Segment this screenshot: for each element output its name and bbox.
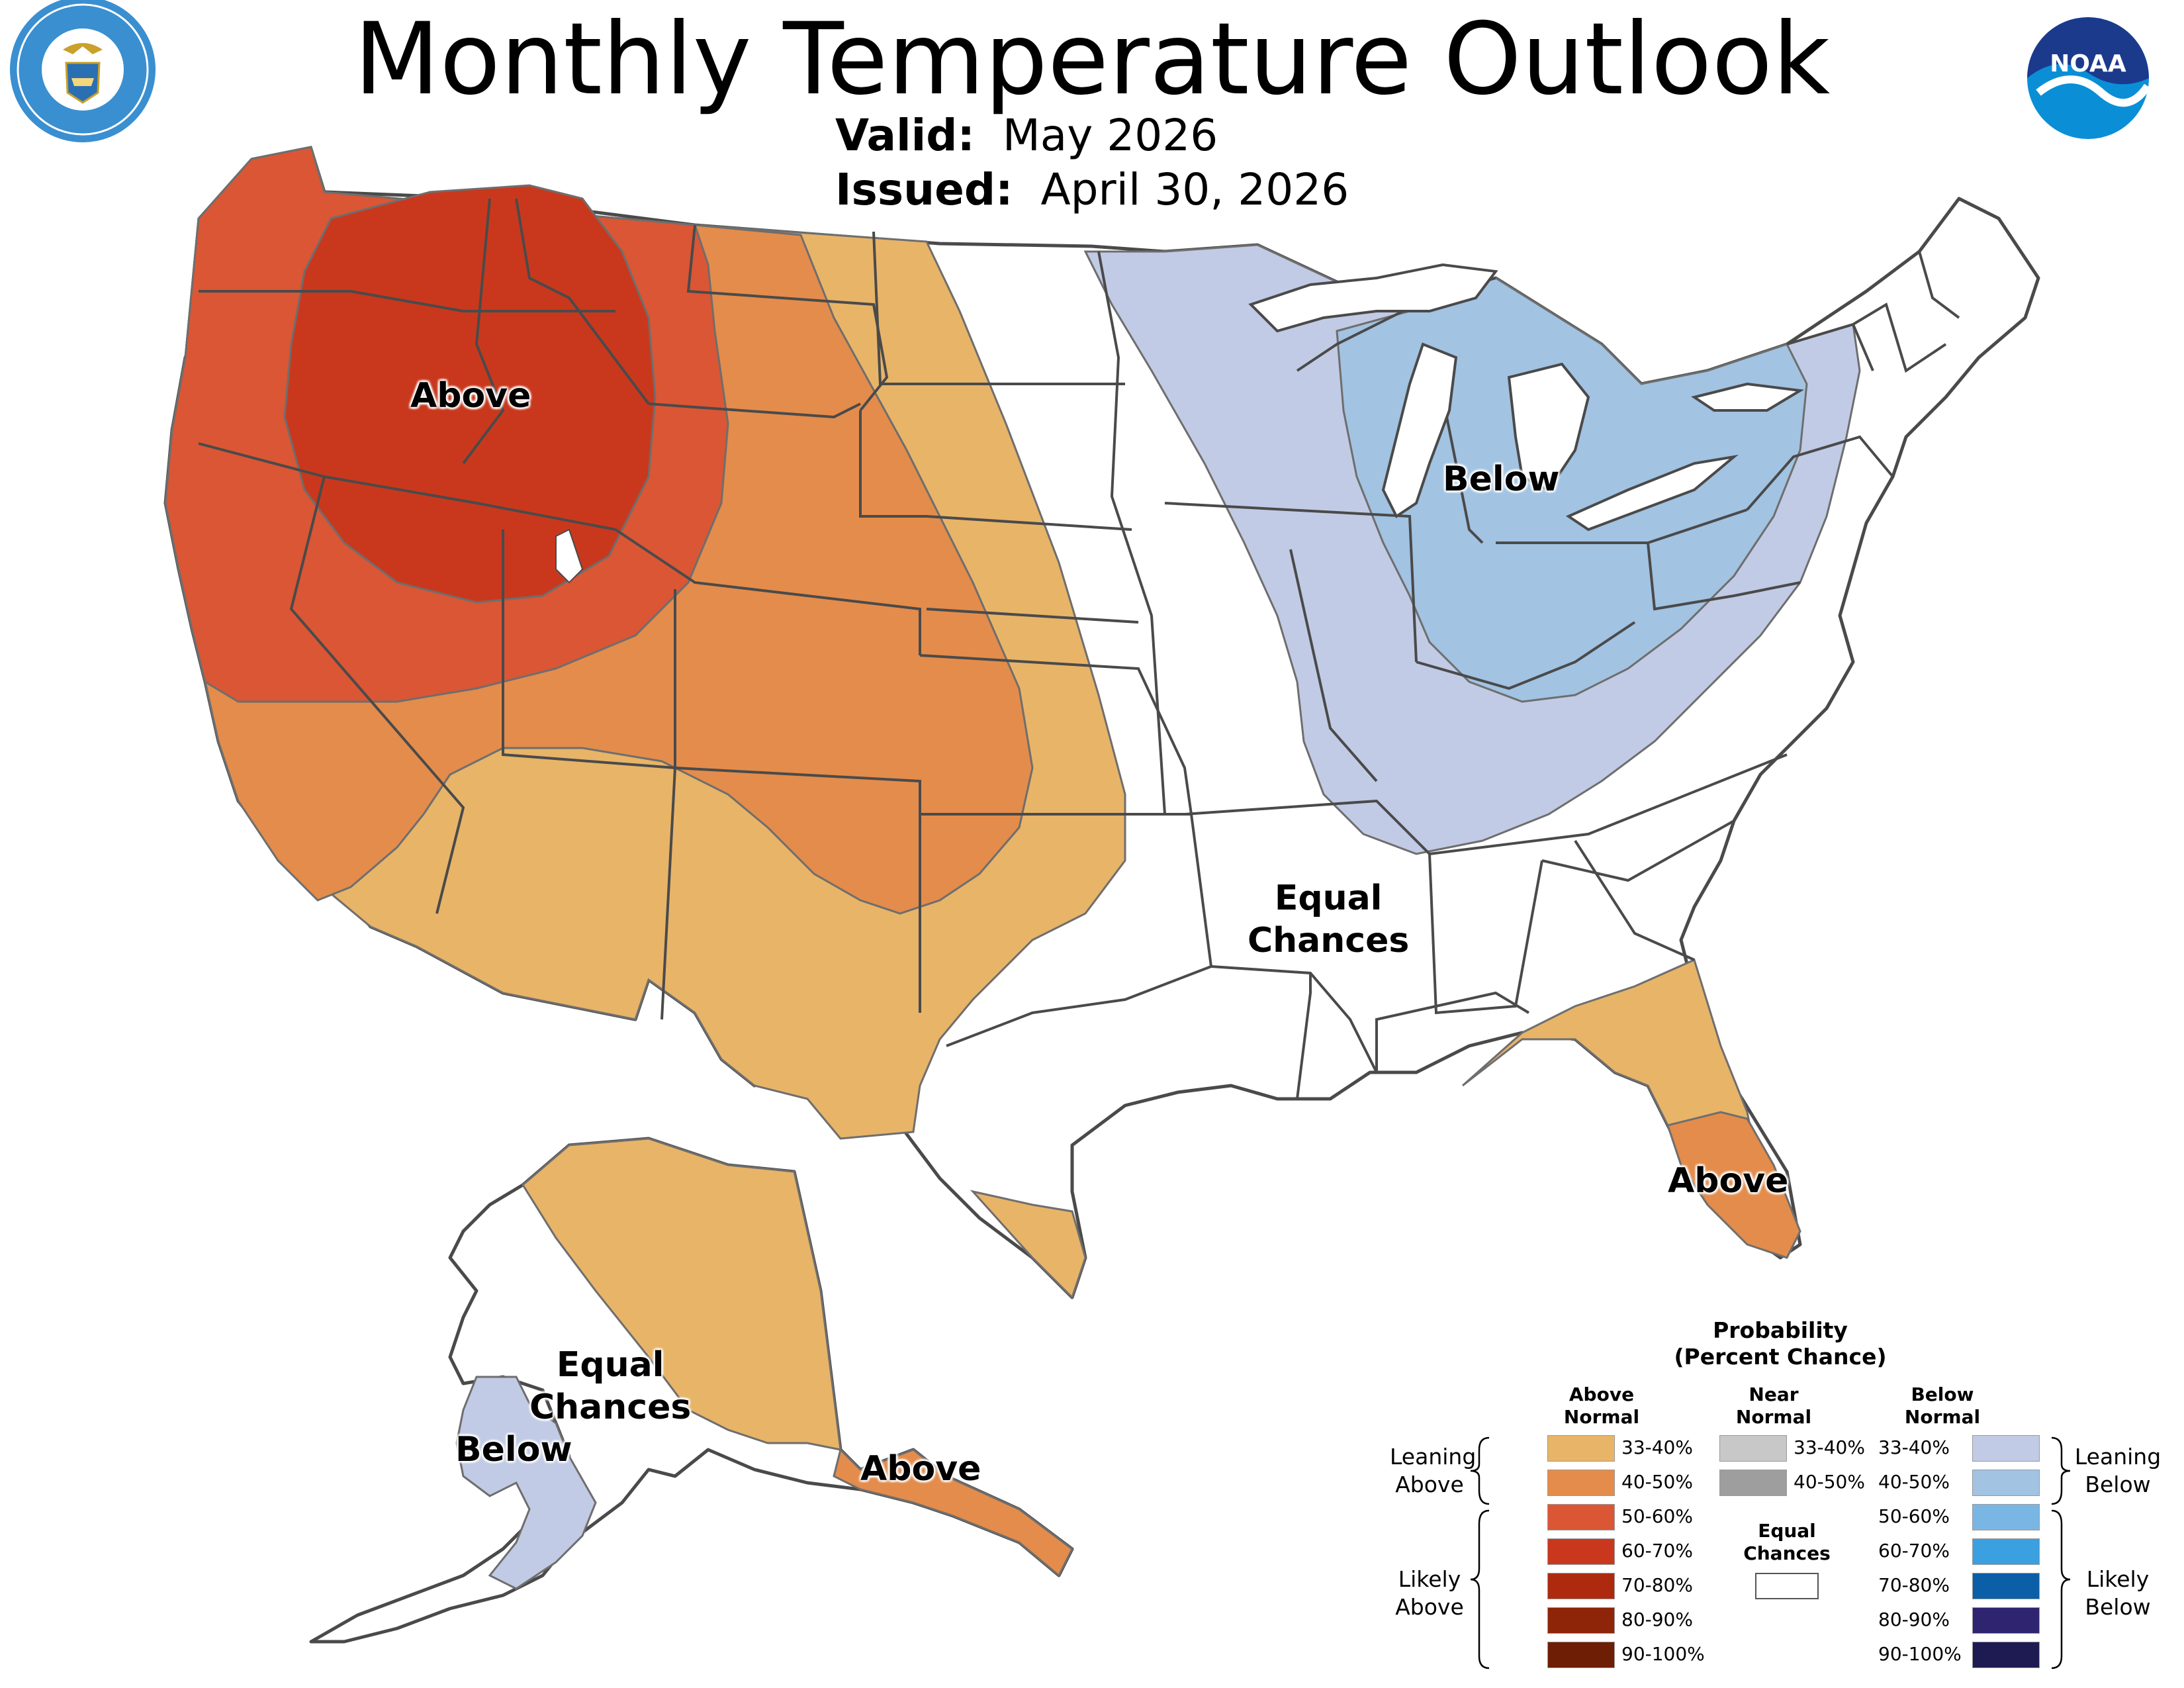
legend-likely-above: Likely Above — [1390, 1566, 1469, 1621]
legend-below-header: Below Normal — [1876, 1383, 2009, 1429]
alaska-equal-line2: Chances — [529, 1387, 692, 1427]
legend-equal-line1: Equal — [1758, 1520, 1816, 1542]
legend-below-range-2: 50-60% — [1878, 1505, 1950, 1527]
legend-above-swatch-5 — [1547, 1607, 1615, 1634]
noaa-logo-icon: NOAA — [2027, 17, 2151, 139]
legend-above-range-3: 60-70% — [1621, 1540, 1693, 1562]
legend-near-range-0: 33-40% — [1794, 1436, 1865, 1458]
valid-label: Valid: — [835, 110, 975, 161]
texas-coast-above-33-40 — [970, 1190, 1087, 1299]
south-equal-line2: Chances — [1248, 921, 1410, 961]
legend-near-swatch-1 — [1719, 1470, 1787, 1496]
legend-above-swatch-0 — [1547, 1435, 1615, 1462]
legend-below-range-5: 80-90% — [1878, 1609, 1950, 1630]
alaska-below-label: Below — [455, 1430, 572, 1470]
noaa-logo-text: NOAA — [2050, 50, 2126, 77]
valid-line: Valid: May 2026 — [835, 110, 1218, 161]
legend-below-swatch-1 — [1972, 1470, 2040, 1496]
legend-below-range-1: 40-50% — [1878, 1471, 1950, 1493]
issued-label: Issued: — [835, 164, 1013, 215]
state-boundaries — [198, 198, 1960, 1100]
legend-likely-above-line2: Above — [1395, 1594, 1464, 1620]
legend-likely-below: Likely Below — [2071, 1566, 2164, 1621]
south-equal-line1: Equal — [1274, 878, 1383, 918]
alaska-above-label: Above — [860, 1449, 981, 1489]
legend-near-head-line2: Normal — [1735, 1406, 1812, 1428]
valid-value: May 2026 — [1002, 110, 1218, 161]
legend-equal-chances: Equal Chances — [1734, 1520, 1840, 1565]
legend-title-line1: Probability — [1713, 1317, 1848, 1343]
legend: Probability (Percent Chance) Above Norma… — [1390, 1317, 2171, 1675]
legend-near-head-line1: Near — [1749, 1383, 1799, 1405]
west-above-label: Above — [410, 376, 531, 416]
legend-above-range-5: 80-90% — [1621, 1609, 1693, 1630]
legend-above-range-0: 33-40% — [1621, 1436, 1693, 1458]
legend-below-range-6: 90-100% — [1878, 1643, 1962, 1665]
legend-braces — [1470, 1436, 2071, 1669]
legend-near-range-1: 40-50% — [1794, 1471, 1865, 1493]
issued-line: Issued: April 30, 2026 — [835, 164, 1349, 215]
legend-above-swatch-4 — [1547, 1573, 1615, 1599]
legend-below-swatch-6 — [1972, 1642, 2040, 1668]
great-lakes — [1248, 263, 1804, 532]
legend-title-line2: (Percent Chance) — [1674, 1344, 1887, 1370]
legend-below-swatch-2 — [1972, 1504, 2040, 1530]
florida-above-40-50 — [1666, 1111, 1801, 1259]
legend-above-range-4: 70-80% — [1621, 1574, 1693, 1596]
legend-near-swatch-0 — [1719, 1435, 1787, 1462]
legend-below-head-line2: Normal — [1904, 1406, 1981, 1428]
florida-above-label: Above — [1668, 1161, 1789, 1201]
legend-likely-below-line1: Likely — [2086, 1566, 2150, 1592]
legend-leaning-above-line1: Leaning — [1390, 1444, 1477, 1470]
legend-above-swatch-1 — [1547, 1470, 1615, 1496]
legend-likely-above-line1: Likely — [1398, 1566, 1461, 1592]
alaska — [309, 1137, 1074, 1644]
legend-above-swatch-3 — [1547, 1538, 1615, 1565]
legend-below-range-0: 33-40% — [1878, 1436, 1950, 1458]
page-title: Monthly Temperature Outlook — [353, 2, 1831, 117]
legend-leaning-above-line2: Above — [1395, 1472, 1464, 1497]
alaska-below-33-40 — [455, 1376, 597, 1590]
legend-equal-line2: Chances — [1743, 1542, 1831, 1564]
department-of-commerce-seal-icon — [10, 0, 156, 142]
great-salt-lake — [555, 528, 584, 584]
legend-above-header: Above Normal — [1535, 1383, 1668, 1429]
legend-below-swatch-4 — [1972, 1573, 2040, 1599]
legend-above-range-6: 90-100% — [1621, 1643, 1705, 1665]
legend-below-range-3: 60-70% — [1878, 1540, 1950, 1562]
legend-above-swatch-2 — [1547, 1504, 1615, 1530]
alaska-equal-chances-label: Equal Chances — [529, 1344, 691, 1429]
legend-leaning-above: Leaning Above — [1390, 1443, 1477, 1499]
east-below-40-50 — [1336, 277, 1808, 703]
great-lakes-below-label: Below — [1443, 459, 1560, 499]
legend-above-head-line2: Normal — [1563, 1406, 1640, 1428]
legend-near-header: Near Normal — [1707, 1383, 1840, 1429]
legend-likely-below-line2: Below — [2085, 1594, 2151, 1620]
alaska-equal-line1: Equal — [556, 1345, 664, 1385]
south-equal-chances-label: Equal Chances — [1248, 877, 1409, 962]
legend-leaning-below-line2: Below — [2085, 1472, 2151, 1497]
legend-below-range-4: 70-80% — [1878, 1574, 1950, 1596]
legend-above-range-2: 50-60% — [1621, 1505, 1693, 1527]
legend-above-head-line1: Above — [1569, 1383, 1635, 1405]
legend-above-swatch-6 — [1547, 1642, 1615, 1668]
legend-equal-swatch — [1755, 1573, 1819, 1599]
alaska-panhandle-above-40-50 — [833, 1448, 1073, 1577]
legend-leaning-below: Leaning Below — [2071, 1443, 2164, 1499]
legend-leaning-below-line1: Leaning — [2074, 1444, 2161, 1470]
legend-below-swatch-3 — [1972, 1538, 2040, 1565]
legend-below-swatch-0 — [1972, 1435, 2040, 1462]
alaska-above-33-40 — [522, 1137, 842, 1451]
issued-value: April 30, 2026 — [1040, 164, 1349, 215]
legend-below-head-line1: Below — [1911, 1383, 1974, 1405]
legend-title: Probability (Percent Chance) — [1635, 1317, 1926, 1370]
legend-above-range-1: 40-50% — [1621, 1471, 1693, 1493]
legend-below-swatch-5 — [1972, 1607, 2040, 1634]
